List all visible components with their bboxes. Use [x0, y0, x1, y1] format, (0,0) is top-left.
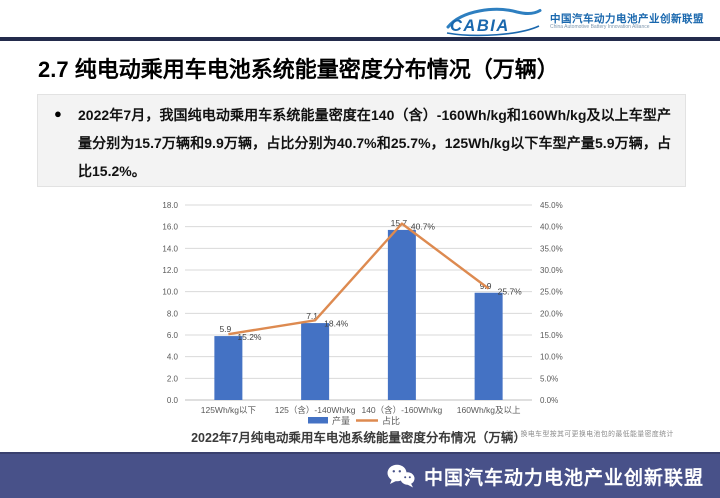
right-axis-tick: 10.0%: [540, 353, 563, 362]
bullet-icon: ●: [54, 106, 62, 121]
bar-value-label: 15.7: [391, 218, 408, 228]
logo-underline: [446, 25, 540, 37]
bar: [387, 229, 416, 400]
legend-bar-swatch: [308, 417, 328, 424]
bar-value-label: 7.1: [306, 311, 318, 321]
x-axis-category-label: 125（含）-140Wh/kg: [275, 405, 356, 415]
chart-note: 注：换电车型按其可更换电池包的最低能量密度统计: [506, 429, 674, 438]
line-value-label: 18.4%: [324, 318, 349, 328]
bullet-paragraph: ● 2022年7月，我国纯电动乘用车系统能量密度在140（含）-160Wh/kg…: [52, 101, 671, 185]
right-axis-tick: 35.0%: [540, 244, 563, 253]
bar: [474, 292, 503, 400]
x-axis-category-label: 140（含）-160Wh/kg: [361, 405, 442, 415]
left-axis-tick: 0.0: [167, 396, 179, 405]
line-value-label: 25.7%: [498, 287, 523, 297]
header: CABIA 中国汽车动力电池产业创新联盟 China Automotive Ba…: [0, 0, 720, 41]
wechat-icon: [387, 464, 415, 488]
right-axis-tick: 40.0%: [540, 223, 563, 232]
right-axis-tick: 15.0%: [540, 331, 563, 340]
left-axis-tick: 8.0: [167, 309, 179, 318]
cabia-logo: CABIA: [446, 7, 542, 37]
footer: 中国汽车动力电池产业创新联盟: [0, 452, 720, 498]
right-axis-tick: 30.0%: [540, 266, 563, 275]
right-axis-tick: 45.0%: [540, 201, 563, 210]
org-name-en: China Automotive Battery Innovation Alli…: [550, 24, 650, 31]
bar: [301, 323, 330, 400]
logo-block: CABIA 中国汽车动力电池产业创新联盟 China Automotive Ba…: [438, 5, 704, 39]
left-axis-tick: 10.0: [162, 288, 178, 297]
page-title: 2.7 纯电动乘用车电池系统能量密度分布情况（万辆）: [38, 57, 559, 82]
line-value-label: 15.2%: [237, 332, 262, 342]
left-axis-tick: 14.0: [162, 244, 178, 253]
logo-text: CABIA: [450, 17, 510, 35]
legend-line-label: 占比: [382, 415, 400, 426]
car-swoosh-icon: [446, 7, 542, 29]
footer-org-name: 中国汽车动力电池产业创新联盟: [423, 467, 704, 489]
left-axis-tick: 16.0: [162, 223, 178, 232]
chart-svg: 0.0 0.0% 2.0 5.0% 4.0 10.0% 6.0 15.0% 8.0 20.0% 10…: [162, 201, 674, 445]
left-axis-tick: 6.0: [167, 331, 179, 340]
bullet-box: ● 2022年7月，我国纯电动乘用车系统能量密度在140（含）-160Wh/kg…: [37, 94, 686, 187]
right-axis-tick: 25.0%: [540, 288, 563, 297]
legend-bar-label: 产量: [332, 415, 350, 426]
right-axis-tick: 20.0%: [540, 309, 563, 318]
x-axis-category-label: 125Wh/kg以下: [201, 405, 257, 415]
org-name-cn: 中国汽车动力电池产业创新联盟: [550, 13, 704, 26]
right-axis-tick: 0.0%: [540, 396, 558, 405]
line-value-label: 40.7%: [411, 222, 436, 232]
left-axis-tick: 12.0: [162, 266, 178, 275]
org-text: 中国汽车动力电池产业创新联盟 China Automotive Battery …: [550, 13, 704, 31]
bar: [214, 336, 243, 400]
left-axis-tick: 2.0: [167, 374, 179, 383]
bar-value-label: 5.9: [219, 324, 231, 334]
energy-density-chart: 0.0 0.0% 2.0 5.0% 4.0 10.0% 6.0 15.0% 8.0 20.0% 10…: [0, 195, 720, 451]
chart-title: 2022年7月纯电动乘用车电池系统能量密度分布情况（万辆）: [191, 430, 526, 445]
trend-line: [228, 222, 490, 336]
left-axis-tick: 4.0: [167, 353, 179, 362]
bullet-text: 2022年7月，我国纯电动乘用车系统能量密度在140（含）-160Wh/kg和1…: [78, 107, 671, 179]
right-axis-tick: 5.0%: [540, 374, 558, 383]
left-axis-tick: 18.0: [162, 201, 178, 210]
x-axis-category-label: 160Wh/kg及以上: [457, 405, 521, 415]
